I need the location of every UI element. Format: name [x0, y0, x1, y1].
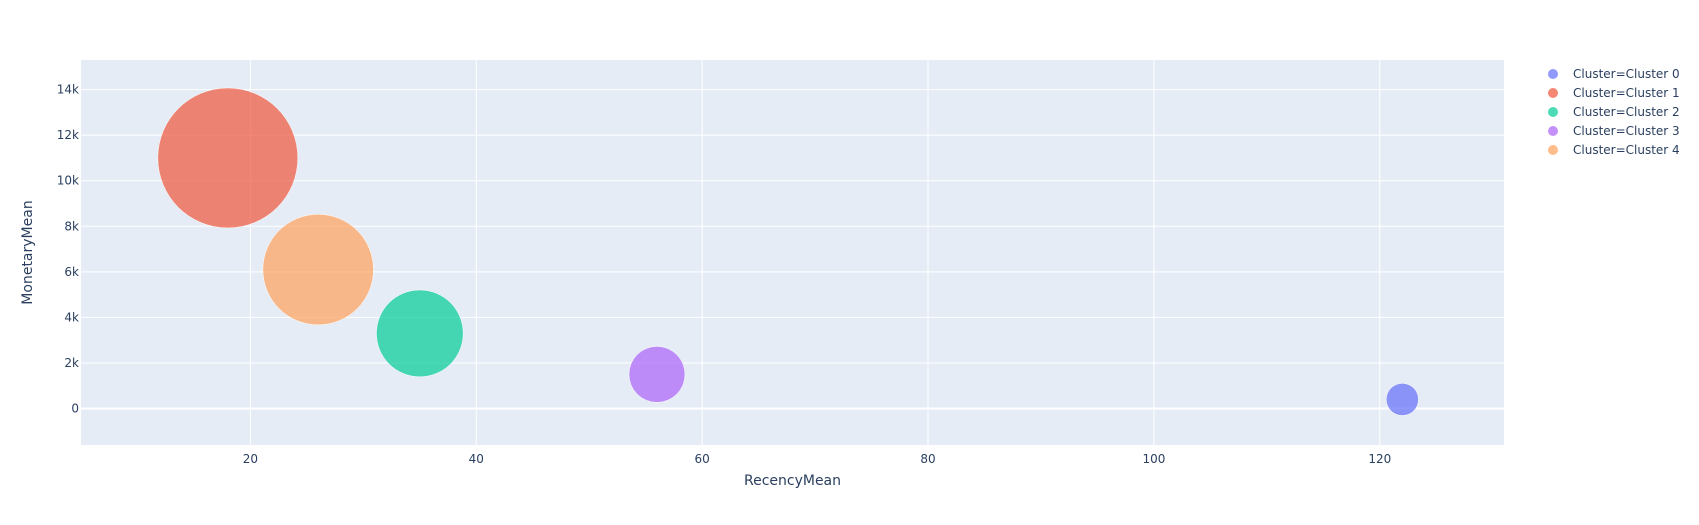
legend-marker: [1548, 88, 1558, 98]
x-tick-label: 60: [695, 452, 710, 466]
y-tick-label: 12k: [57, 128, 79, 142]
bubble-series: [157, 87, 1419, 416]
bubble-point[interactable]: [1386, 383, 1419, 416]
x-tick-label: 100: [1142, 452, 1165, 466]
legend-label: Cluster=Cluster 2: [1573, 105, 1680, 119]
x-axis-title: RecencyMean: [744, 473, 841, 489]
legend-item[interactable]: Cluster=Cluster 3: [1548, 124, 1680, 138]
x-tick-label: 80: [920, 452, 935, 466]
legend-item[interactable]: Cluster=Cluster 1: [1548, 86, 1680, 100]
legend-marker: [1548, 107, 1558, 117]
bubble-point[interactable]: [628, 346, 686, 403]
legend-label: Cluster=Cluster 1: [1573, 86, 1680, 100]
legend-marker: [1548, 69, 1558, 79]
x-axis-ticks: 20 40 60 80 100 120: [243, 452, 1391, 466]
x-tick-label: 120: [1368, 452, 1391, 466]
y-tick-label: 2k: [64, 356, 79, 370]
legend-marker: [1548, 145, 1558, 155]
bubble-point[interactable]: [262, 214, 374, 326]
y-tick-label: 0: [71, 402, 79, 416]
legend-item[interactable]: Cluster=Cluster 2: [1548, 105, 1680, 119]
y-tick-label: 14k: [57, 83, 79, 97]
legend-label: Cluster=Cluster 3: [1573, 124, 1680, 138]
y-tick-label: 8k: [64, 219, 79, 233]
y-axis-title: MonetaryMean: [20, 200, 36, 304]
y-axis-ticks: 0 2k 4k 6k 8k 10k 12k 14k: [57, 83, 79, 416]
y-tick-label: 4k: [64, 310, 79, 324]
y-tick-label: 10k: [57, 174, 79, 188]
y-tick-label: 6k: [64, 265, 79, 279]
x-tick-label: 20: [243, 452, 258, 466]
legend-label: Cluster=Cluster 4: [1573, 143, 1680, 157]
legend-item[interactable]: Cluster=Cluster 0: [1548, 67, 1680, 81]
legend-item[interactable]: Cluster=Cluster 4: [1548, 143, 1680, 157]
bubble-point[interactable]: [376, 289, 464, 378]
legend-marker: [1548, 126, 1558, 136]
bubble-point[interactable]: [157, 87, 299, 229]
legend[interactable]: Cluster=Cluster 0 Cluster=Cluster 1 Cluste…: [1548, 67, 1680, 157]
legend-label: Cluster=Cluster 0: [1573, 67, 1680, 81]
x-tick-label: 40: [469, 452, 484, 466]
